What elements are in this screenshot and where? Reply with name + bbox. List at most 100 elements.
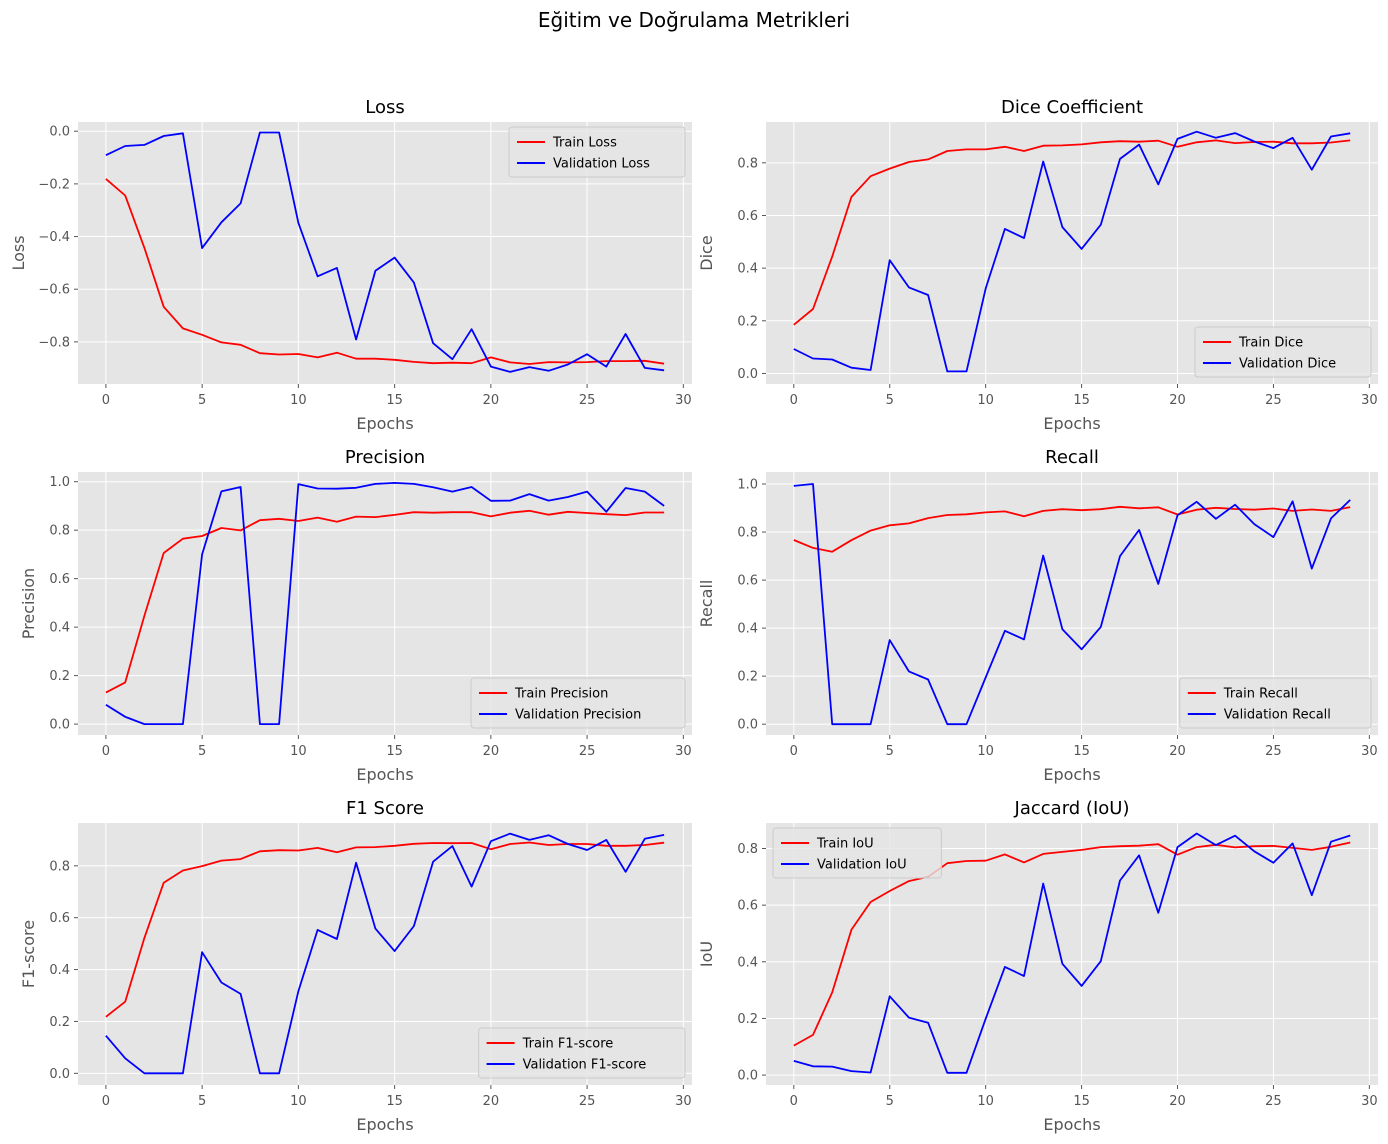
chart-6-x-tick-label: 10 bbox=[977, 1094, 994, 1109]
chart-1-legend-label-validation-loss: Validation Loss bbox=[553, 157, 650, 172]
chart-5-x-tick-label: 15 bbox=[386, 1094, 403, 1109]
chart-4-legend-box bbox=[1179, 677, 1372, 729]
chart-4-x-tick-label: 30 bbox=[1361, 744, 1378, 759]
chart-6-y-tick-label: 0.2 bbox=[737, 1012, 758, 1027]
chart-4-panel: 0 5 10 15 20 25 30 0.0 0.2 0.4 0.6 0.8 1.0 Recall Epoc… bbox=[697, 447, 1378, 784]
chart-2-x-tick-label: 5 bbox=[886, 393, 894, 408]
chart-2-y-tick-label: 0.0 bbox=[737, 367, 758, 382]
chart-2-legend-label-train-dice: Train Dice bbox=[1238, 336, 1303, 351]
chart-2-y-tick-label: 0.2 bbox=[737, 314, 758, 329]
chart-3-series-line-train-precision bbox=[105, 509, 665, 694]
chart-4-y-tick-label: 0.2 bbox=[737, 670, 758, 685]
chart-1-x-tick-label: 20 bbox=[483, 393, 500, 408]
chart-6-y-tick-label: 0.0 bbox=[737, 1069, 758, 1084]
chart-1-legend-box bbox=[508, 126, 686, 178]
chart-5-x-tick-label: 25 bbox=[579, 1094, 596, 1109]
chart-2-x-tick-label: 20 bbox=[1169, 393, 1186, 408]
chart-6-title: Jaccard (IoU) bbox=[1014, 798, 1130, 819]
chart-1-x-tick-label: 0 bbox=[102, 393, 110, 408]
chart-1-legend-label-train-loss: Train Loss bbox=[552, 136, 617, 151]
chart-5-x-tick-label: 20 bbox=[483, 1094, 500, 1109]
chart-3-y-tick-label: 0.8 bbox=[49, 524, 70, 539]
chart-4-x-tick-label: 20 bbox=[1169, 744, 1186, 759]
chart-4-x-tick-label: 5 bbox=[886, 744, 894, 759]
chart-6-series-line-train-iou bbox=[793, 841, 1351, 1047]
chart-1-legend: Train Loss Validation Loss bbox=[508, 126, 686, 178]
chart-2-legend: Train Dice Validation Dice bbox=[1194, 326, 1372, 378]
chart-5-series-line-train-f1-score bbox=[105, 841, 665, 1018]
chart-5-panel: 0 5 10 15 20 25 30 0.0 0.2 0.4 0.6 0.8 F1 Score Epoch… bbox=[19, 798, 692, 1134]
chart-4-y-tick-label: 0.6 bbox=[737, 574, 758, 589]
chart-3-title: Precision bbox=[345, 447, 425, 468]
chart-5-y-tick-label: 0.0 bbox=[49, 1067, 70, 1082]
chart-4-y-tick-label: 0.4 bbox=[737, 622, 758, 637]
chart-1-x-axis-label: Epochs bbox=[356, 414, 413, 433]
chart-1-y-tick-label: −0.4 bbox=[38, 230, 70, 245]
chart-4-legend-label-validation-recall: Validation Recall bbox=[1224, 708, 1331, 723]
chart-3-y-axis-label: Precision bbox=[19, 568, 38, 639]
chart-2-y-tick-label: 0.4 bbox=[737, 262, 758, 277]
chart-1-y-axis-label: Loss bbox=[9, 235, 28, 270]
chart-6-legend-label-train-iou: Train IoU bbox=[816, 837, 874, 852]
chart-4-x-tick-label: 25 bbox=[1265, 744, 1282, 759]
chart-3-y-tick-label: 0.0 bbox=[49, 718, 70, 733]
chart-3-x-tick-label: 20 bbox=[483, 744, 500, 759]
chart-4-x-tick-label: 0 bbox=[790, 744, 798, 759]
chart-2-x-tick-label: 0 bbox=[790, 393, 798, 408]
chart-1-x-tick-label: 10 bbox=[290, 393, 307, 408]
chart-2-x-tick-label: 10 bbox=[977, 393, 994, 408]
chart-5-y-tick-label: 0.2 bbox=[49, 1015, 70, 1030]
chart-4-y-axis-label: Recall bbox=[697, 580, 716, 628]
chart-5-x-axis-label: Epochs bbox=[356, 1115, 413, 1134]
chart-2-y-tick-label: 0.8 bbox=[737, 156, 758, 171]
chart-2-legend-box bbox=[1194, 326, 1372, 378]
chart-5-legend-label-train-f1-score: Train F1-score bbox=[522, 1037, 614, 1052]
chart-3-x-tick-label: 10 bbox=[290, 744, 307, 759]
chart-1-panel: 0 5 10 15 20 25 30 −0.8 −0.6 −0.4 −0.2 0.0 Loss Epoch… bbox=[9, 97, 692, 433]
chart-2-y-tick-label: 0.6 bbox=[737, 209, 758, 224]
chart-1-x-tick-label: 5 bbox=[198, 393, 206, 408]
chart-4-series-line-validation-recall bbox=[793, 483, 1351, 726]
chart-1-y-tick-label: −0.2 bbox=[38, 177, 70, 192]
chart-2-x-tick-label: 15 bbox=[1073, 393, 1090, 408]
chart-4-legend: Train Recall Validation Recall bbox=[1179, 677, 1372, 729]
chart-4-title: Recall bbox=[1045, 447, 1099, 468]
chart-1-series-line-validation-loss bbox=[105, 131, 665, 373]
chart-5-title: F1 Score bbox=[346, 798, 424, 819]
figure-suptitle: Eğitim ve Doğrulama Metrikleri bbox=[538, 8, 850, 32]
chart-6-legend: Train IoU Validation IoU bbox=[772, 827, 942, 879]
chart-1-y-tick-label: −0.8 bbox=[38, 335, 70, 350]
chart-4-x-axis-label: Epochs bbox=[1043, 765, 1100, 784]
chart-2-title: Dice Coefficient bbox=[1001, 97, 1143, 118]
chart-4-legend-label-train-recall: Train Recall bbox=[1223, 687, 1298, 702]
chart-5-legend-label-validation-f1-score: Validation F1-score bbox=[523, 1058, 647, 1073]
chart-3-x-tick-label: 15 bbox=[386, 744, 403, 759]
chart-6-legend-label-validation-iou: Validation IoU bbox=[817, 858, 907, 873]
chart-1-y-tick-label: −0.6 bbox=[38, 283, 70, 298]
chart-3-legend: Train Precision Validation Precision bbox=[470, 677, 686, 729]
chart-1-y-tick-label: 0.0 bbox=[49, 125, 70, 140]
chart-5-x-tick-label: 5 bbox=[198, 1094, 206, 1109]
chart-3-y-tick-label: 1.0 bbox=[49, 475, 70, 490]
chart-1-title: Loss bbox=[365, 97, 404, 118]
chart-5-series-line-validation-f1-score bbox=[105, 832, 665, 1075]
chart-6-y-tick-label: 0.4 bbox=[737, 955, 758, 970]
chart-6-x-axis-label: Epochs bbox=[1043, 1115, 1100, 1134]
chart-6-panel: 0 5 10 15 20 25 30 0.0 0.2 0.4 0.6 0.8 Jaccard (IoU)… bbox=[697, 798, 1378, 1134]
chart-1-x-tick-label: 15 bbox=[386, 393, 403, 408]
chart-4-y-tick-label: 0.0 bbox=[737, 718, 758, 733]
chart-5-legend: Train F1-score Validation F1-score bbox=[478, 1027, 686, 1079]
chart-6-x-tick-label: 25 bbox=[1265, 1094, 1282, 1109]
chart-3-panel: 0 5 10 15 20 25 30 0.0 0.2 0.4 0.6 0.8 1.0 Precision E… bbox=[19, 447, 692, 784]
chart-2-x-tick-label: 30 bbox=[1361, 393, 1378, 408]
chart-6-y-axis-label: IoU bbox=[697, 941, 716, 967]
chart-5-legend-box bbox=[478, 1027, 686, 1079]
chart-6-x-tick-label: 15 bbox=[1073, 1094, 1090, 1109]
chart-4-x-tick-label: 15 bbox=[1073, 744, 1090, 759]
chart-3-x-tick-label: 0 bbox=[102, 744, 110, 759]
chart-3-y-tick-label: 0.2 bbox=[49, 669, 70, 684]
chart-5-y-tick-label: 0.6 bbox=[49, 911, 70, 926]
chart-2-x-axis-label: Epochs bbox=[1043, 414, 1100, 433]
chart-2-series-line-validation-dice bbox=[793, 130, 1351, 373]
